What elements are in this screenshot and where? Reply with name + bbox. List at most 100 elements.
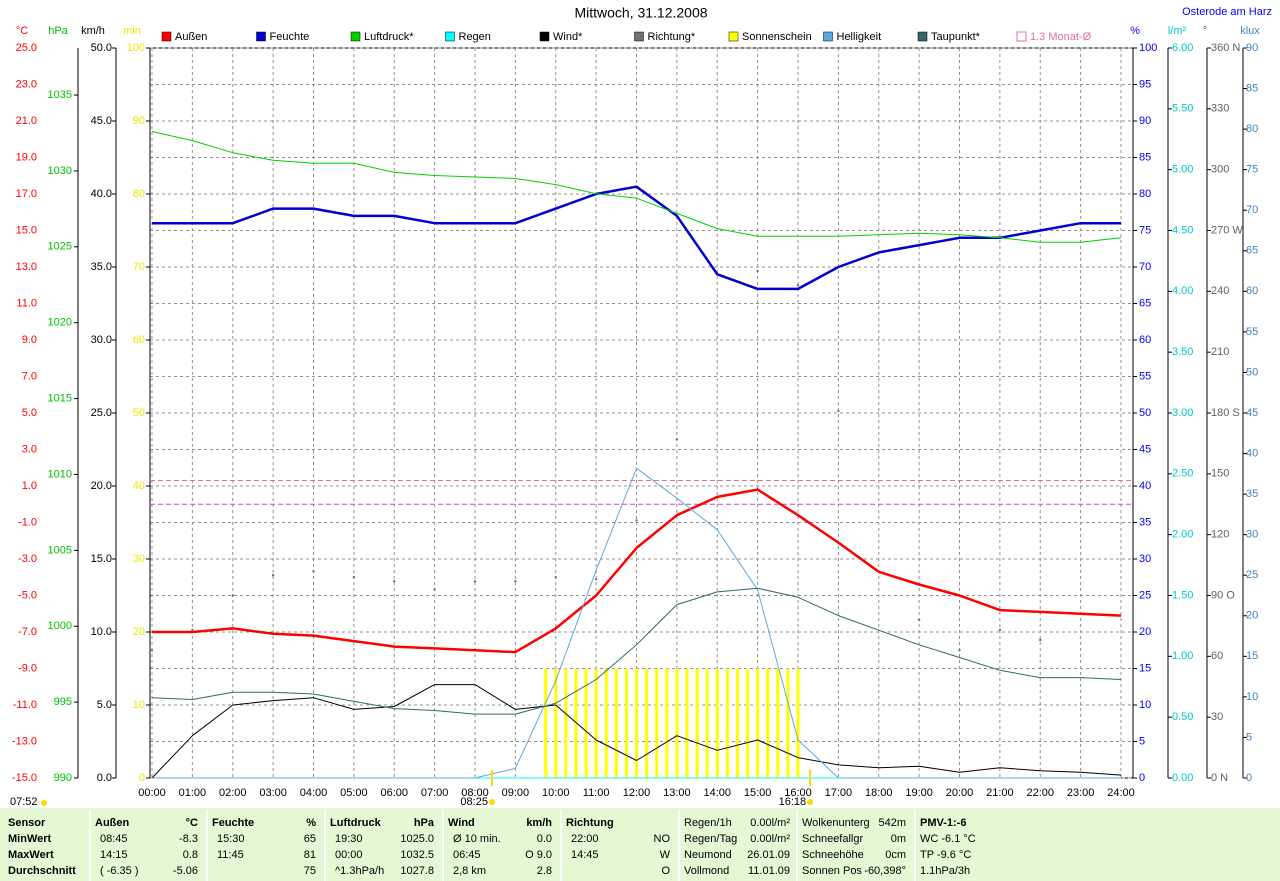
legend-swatch [256,31,266,42]
x-tick-label: 16:00 [784,787,812,799]
summary-value: 0.00l/m² [750,833,790,845]
y-tick-label: 75 [1139,224,1151,236]
x-tick-label: 13:00 [663,787,691,799]
summary-background [0,808,1280,881]
direction-dot [352,576,356,579]
y-tick-label: 5.50 [1172,103,1193,115]
y-tick-label: 35.0 [91,261,112,273]
summary-value: 2.8 [537,865,552,877]
y-tick-label: 0 [139,772,145,784]
summary-value: hPa [414,817,435,829]
summary-cell: Ø 10 min. [453,833,501,845]
series-line [151,131,1122,243]
y-tick-label: 25 [1246,569,1258,581]
direction-dot [756,269,759,273]
summary-cell: 14:15 [100,849,128,861]
summary-value: -60,398° [864,865,906,877]
legend-label: Taupunkt* [931,31,981,43]
summary-value: 65 [304,833,316,845]
y-tick-label: 20 [133,626,145,638]
x-tick-label: 24:00 [1107,787,1135,799]
x-tick-label: 23:00 [1067,787,1095,799]
direction-dot [433,588,436,591]
summary-value: 1027.8 [400,865,434,877]
legend-label: Feuchte [270,31,310,43]
sunshine-bar [604,668,608,778]
y-tick-label: 180 S [1211,407,1240,419]
y-tick-label: 0 N [1211,772,1228,784]
legend-swatch [634,31,644,42]
direction-dot [191,628,194,632]
sunshine-bar [685,668,689,778]
x-tick-label: 18:00 [865,787,893,799]
y-tick-label: 75 [1246,164,1258,176]
summary-cell: Wolkenunterg [802,817,870,829]
summary-cell: 06:45 [453,849,481,861]
legend-label: Regen [459,31,491,43]
y-tick-label: 0 [1139,772,1145,784]
y-tick-label: 65 [1246,245,1258,257]
y-tick-label: 10 [133,699,145,711]
sunshine-bar [564,668,568,778]
summary-value: 0cm [885,849,906,861]
summary-cell: 00:00 [335,849,363,861]
y-tick-label: 990 [54,772,72,784]
y-tick-label: 19.0 [16,151,37,163]
sunshine-bar [624,668,628,778]
y-tick-label: 25.0 [91,407,112,419]
sun-icon [807,799,814,805]
legend-swatch [823,31,833,42]
y-tick-label: 45.0 [91,115,112,127]
summary-value: O [661,865,670,877]
sun-time: 07:52 [10,796,38,808]
y-tick-label: 50 [1139,407,1151,419]
y-tick-label: 21.0 [16,115,37,127]
direction-dot [312,569,315,573]
legend-label: Helligkeit [837,31,882,43]
y-tick-label: 60 [1139,334,1151,346]
summary-cell: MaxWert [8,849,54,861]
x-tick-label: 21:00 [986,787,1014,799]
y-tick-label: 85 [1139,151,1151,163]
y-tick-label: 270 W [1211,224,1243,236]
summary-value: 0.8 [183,849,198,861]
summary-cell: PMV-1:-6 [920,817,966,829]
summary-value: NO [654,833,671,845]
x-tick-label: 00:00 [138,787,166,799]
direction-dot [796,284,800,287]
y-tick-label: 1.50 [1172,589,1193,601]
y-tick-label: 70 [133,261,145,273]
sunshine-bar [554,668,558,778]
summary-cell: WC -6.1 °C [920,833,976,845]
y-tick-label: -7.0 [18,626,37,638]
y-tick-label: 10.0 [91,626,112,638]
x-tick-label: 17:00 [825,787,853,799]
direction-dot [917,618,921,622]
sunshine-bar [725,668,729,778]
y-tick-label: 30.0 [91,334,112,346]
y-tick-label: 3.50 [1172,346,1193,358]
x-tick-label: 03:00 [259,787,287,799]
sun-icon [41,800,47,806]
summary-value: % [306,817,316,829]
y-tick-label: 25.0 [16,42,37,54]
sun-time: 08:25 [460,796,488,808]
y-tick-label: -15.0 [12,772,37,784]
axis-unit: ° [1203,25,1207,37]
y-tick-label: 4.50 [1172,224,1193,236]
direction-dot [554,576,557,579]
summary-cell: 2,8 km [453,865,486,877]
y-tick-label: 45 [1246,407,1258,419]
summary-cell: MinWert [8,833,52,845]
y-tick-label: 40.0 [91,188,112,200]
legend-label: 1.3 Monat-Ø [1030,31,1092,43]
axis-unit: klux [1240,25,1260,37]
summary-value: W [660,849,671,861]
x-tick-label: 12:00 [623,787,651,799]
series-line [151,587,1122,715]
y-tick-label: 60 [133,334,145,346]
summary-cell: Durchschnitt [8,865,76,877]
y-tick-label: 1010 [48,468,72,480]
x-tick-label: 10:00 [542,787,570,799]
y-tick-label: 6.00 [1172,42,1193,54]
